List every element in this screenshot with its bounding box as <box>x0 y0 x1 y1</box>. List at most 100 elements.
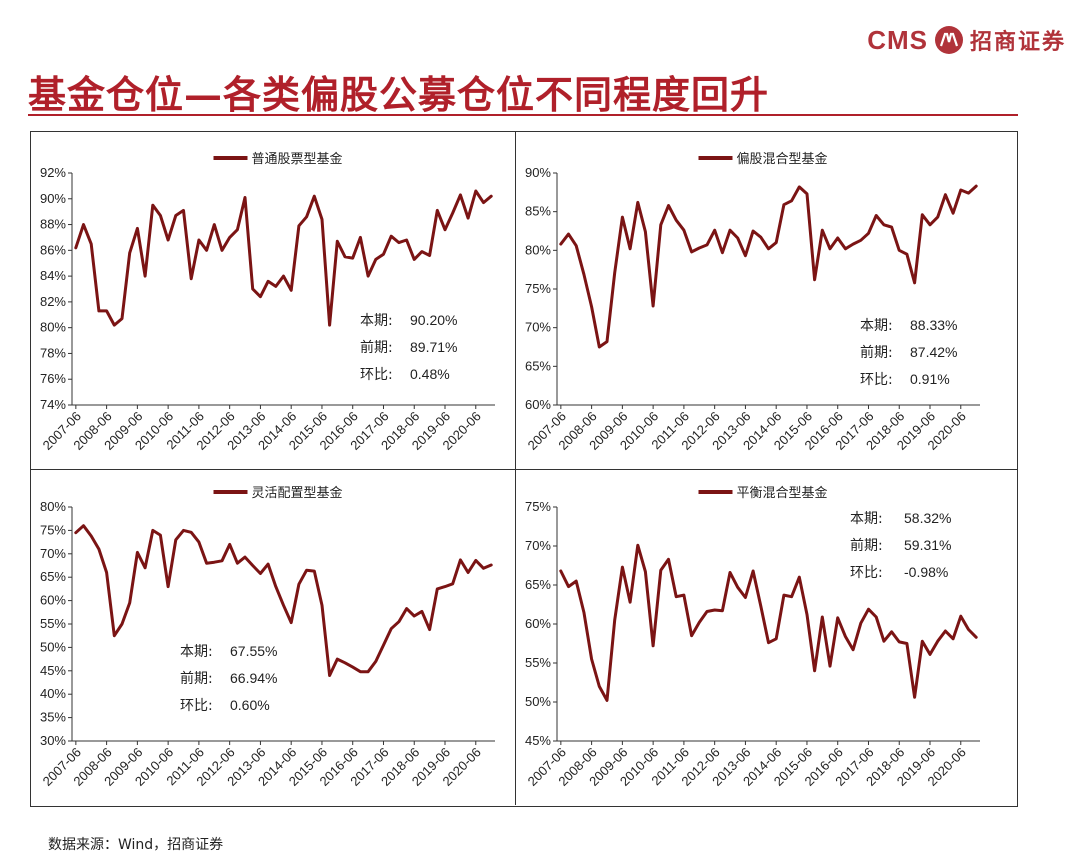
data-point <box>875 616 878 618</box>
data-point <box>90 535 93 537</box>
data-point <box>898 249 901 252</box>
data-point <box>405 239 408 241</box>
data-point <box>752 570 755 572</box>
data-point <box>621 216 624 218</box>
data-point <box>436 588 439 590</box>
data-point <box>890 226 893 229</box>
data-point <box>428 628 431 631</box>
data-point <box>128 252 131 254</box>
annotation-value: 0.91% <box>910 371 950 387</box>
data-point <box>575 580 578 582</box>
data-point <box>344 661 346 664</box>
annotation-value: 67.55% <box>230 643 277 659</box>
data-point <box>829 665 831 668</box>
annotation-value: -0.98% <box>904 564 948 580</box>
data-point <box>413 258 416 261</box>
data-point <box>921 640 924 643</box>
data-source-note: 数据来源：Wind，招商证券 <box>48 837 224 853</box>
legend-label: 灵活配置型基金 <box>252 485 343 501</box>
data-point <box>136 551 139 554</box>
data-point <box>159 214 162 217</box>
y-tick-label: 60% <box>525 397 551 412</box>
data-point <box>74 246 77 249</box>
y-tick-label: 70% <box>525 320 551 335</box>
data-point <box>606 699 608 702</box>
annotation-value: 87.42% <box>910 344 957 360</box>
data-point <box>836 616 839 619</box>
data-point <box>675 595 678 598</box>
data-point <box>144 566 146 569</box>
y-tick-label: 82% <box>40 294 66 309</box>
data-point <box>906 642 908 645</box>
annotation-value: 0.48% <box>410 366 450 382</box>
data-point <box>367 275 369 278</box>
data-point <box>659 223 662 226</box>
data-point <box>967 192 970 195</box>
data-point <box>467 571 469 574</box>
data-point <box>698 247 701 249</box>
annotation-label: 前期: <box>360 339 393 356</box>
data-point <box>274 285 277 288</box>
data-point <box>736 237 739 239</box>
annotation-label: 环比: <box>180 698 213 714</box>
brand-logo: CMS 招商证券 <box>867 22 1066 58</box>
y-tick-label: 74% <box>40 397 66 412</box>
data-point <box>290 289 293 292</box>
y-tick-label: 84% <box>40 268 66 283</box>
y-tick-label: 60% <box>525 616 551 631</box>
chart-body: 74%76%78%80%82%84%86%88%90%92%2007-06200… <box>40 151 495 453</box>
chart-body: 30%35%40%45%50%55%60%65%70%75%80%2007-06… <box>40 485 495 789</box>
chart-balanced-hybrid-fund: 45%50%55%60%65%70%75%2007-062008-062009-… <box>525 485 980 789</box>
y-tick-label: 65% <box>525 577 551 592</box>
data-point <box>698 621 701 624</box>
data-point <box>182 209 185 212</box>
data-point <box>228 236 231 239</box>
data-point <box>782 594 785 597</box>
data-point <box>713 229 716 232</box>
data-point <box>559 570 562 572</box>
data-point <box>336 240 339 243</box>
y-tick-label: 55% <box>525 655 551 670</box>
data-point <box>659 569 662 572</box>
data-point <box>906 253 908 256</box>
data-point <box>959 189 962 191</box>
data-point <box>836 237 839 239</box>
annotation-label: 本期: <box>180 644 213 660</box>
data-point <box>806 613 808 616</box>
data-point <box>967 628 970 631</box>
annotation-value: 59.31% <box>904 537 951 553</box>
y-tick-label: 92% <box>40 165 66 180</box>
data-point <box>575 244 578 247</box>
data-point <box>921 213 924 216</box>
data-point <box>313 570 316 573</box>
data-point <box>113 324 116 326</box>
data-point <box>159 534 162 536</box>
data-point <box>374 258 377 261</box>
data-point <box>367 670 369 673</box>
data-point <box>859 622 862 625</box>
data-point <box>198 541 200 543</box>
data-point <box>421 610 423 613</box>
y-tick-label: 45% <box>525 733 551 748</box>
data-point <box>74 531 77 534</box>
data-point <box>82 524 85 527</box>
horizontal-divider <box>30 469 1018 470</box>
chart-body: 45%50%55%60%65%70%75%2007-062008-062009-… <box>525 485 980 789</box>
data-point <box>297 583 300 586</box>
data-point <box>567 233 570 235</box>
data-point <box>244 196 246 199</box>
y-tick-label: 65% <box>525 358 551 373</box>
y-tick-label: 90% <box>525 165 551 180</box>
data-point <box>313 195 316 198</box>
data-point <box>790 199 793 202</box>
data-point <box>690 250 693 253</box>
data-point <box>351 666 354 668</box>
data-point <box>767 641 770 644</box>
chart-hybrid-equity-fund: 60%65%70%75%80%85%90%2007-062008-062009-… <box>525 151 980 453</box>
y-tick-label: 80% <box>40 499 66 514</box>
data-point <box>721 251 724 254</box>
data-point <box>767 247 770 250</box>
data-point <box>397 620 400 623</box>
annotation-label: 环比: <box>850 565 883 581</box>
data-point <box>205 249 208 252</box>
